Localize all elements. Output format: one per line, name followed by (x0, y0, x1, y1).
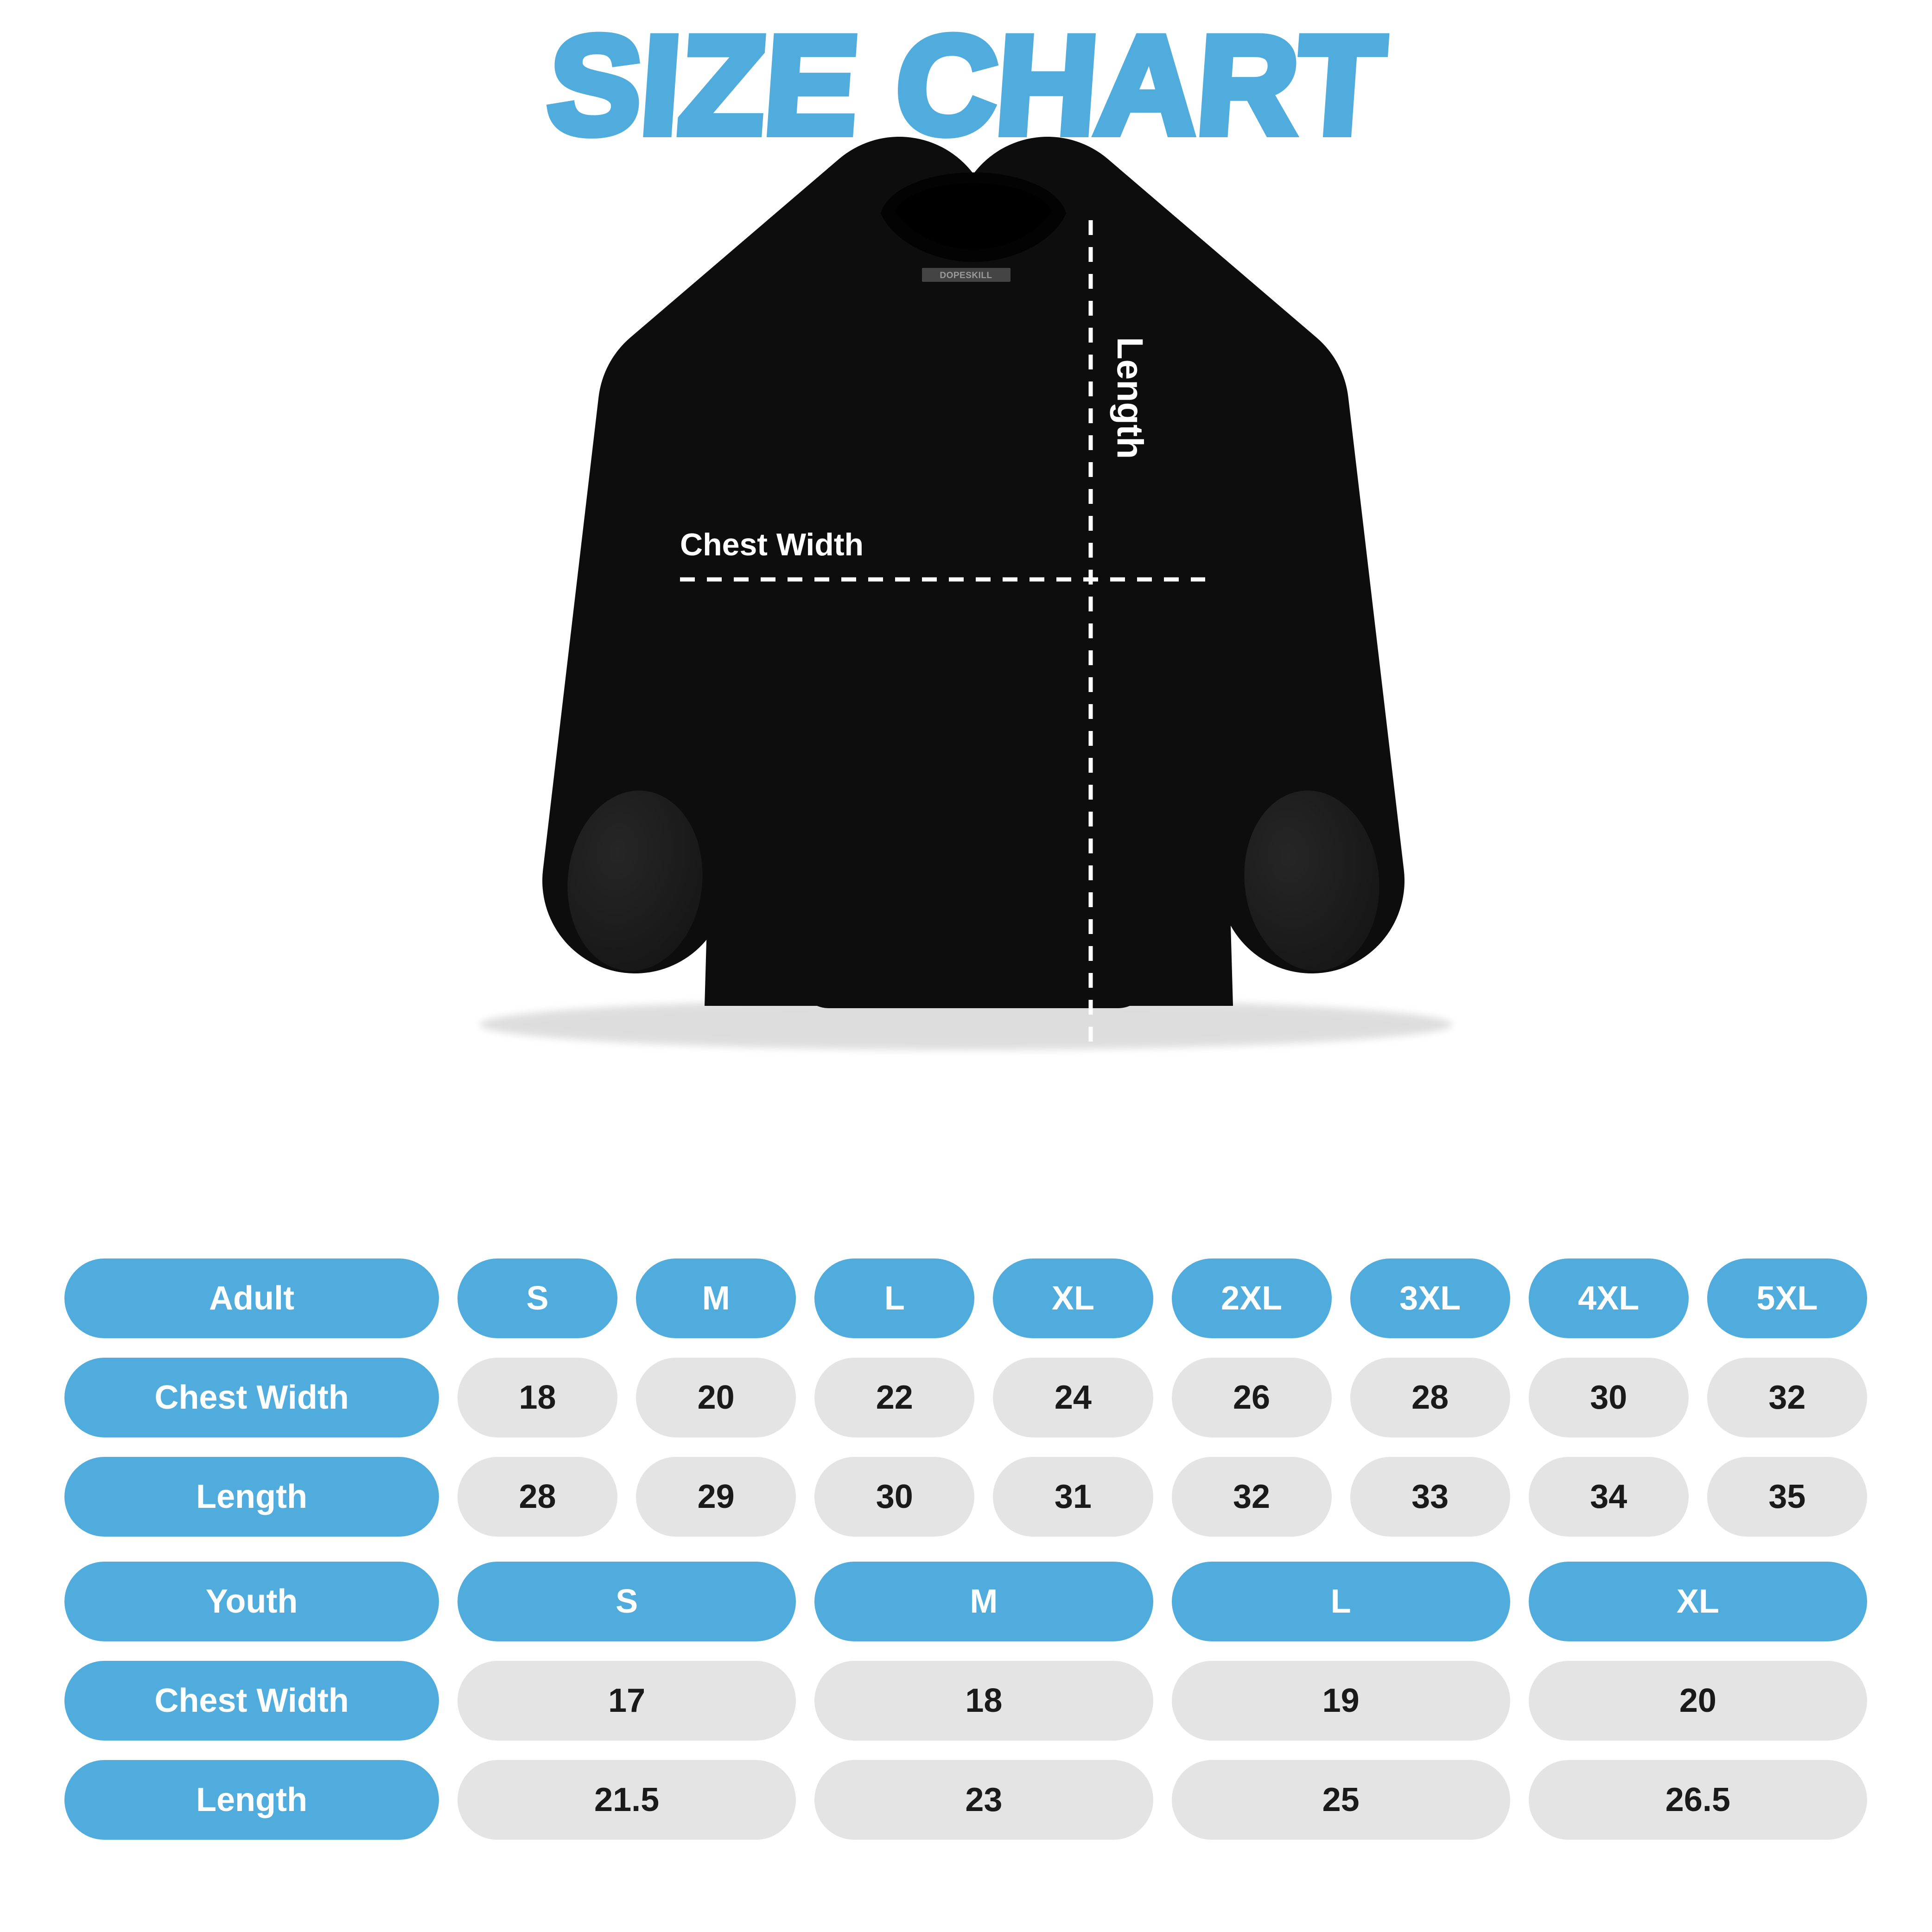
svg-text:Chest Width: Chest Width (680, 527, 864, 562)
svg-text:DOPESKILL: DOPESKILL (940, 271, 992, 280)
svg-text:Length: Length (1110, 337, 1151, 459)
